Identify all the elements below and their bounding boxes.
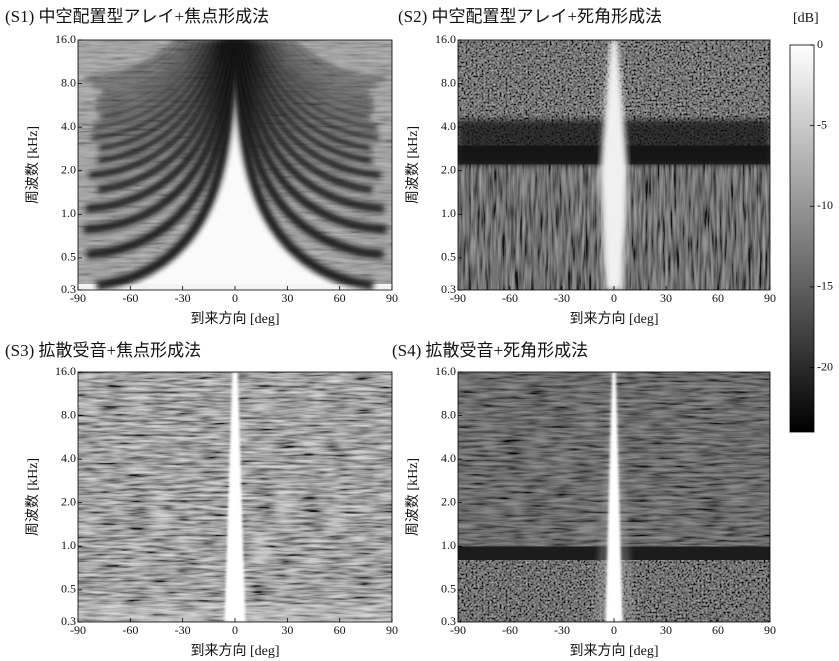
y-tick-label: 4.0 [441,119,456,133]
x-tick-label: -30 [554,623,570,637]
y-tick-label: 2.0 [61,494,76,508]
x-tick-label: -60 [502,291,518,305]
x-tick-label: 0 [611,623,617,637]
y-tick-label: 1.0 [441,206,456,220]
x-axis-label: 到来方向 [deg] [569,643,658,659]
heatmap [78,372,392,622]
y-tick-label: 2.0 [441,162,456,176]
colorbar-tick-label: -20 [817,359,833,373]
x-tick-label: 90 [386,623,398,637]
y-tick-label: 0.3 [61,614,76,628]
x-tick-label: 90 [764,623,776,637]
y-axis-label: 周波数 [kHz] [25,458,41,536]
y-tick-label: 8.0 [61,75,76,89]
y-tick-label: 4.0 [61,451,76,465]
x-tick-label: 90 [386,291,398,305]
figure: (S1) 中空配置型アレイ+焦点形成法-90-60-3003060900.30.… [0,0,839,661]
y-tick-label: 8.0 [61,407,76,421]
y-tick-label: 1.0 [61,538,76,552]
colorbar-tick-label: 0 [817,37,823,51]
y-tick-label: 16.0 [435,364,456,378]
x-tick-label: -30 [554,291,570,305]
y-tick-label: 0.3 [441,614,456,628]
y-axis-label: 周波数 [kHz] [25,126,41,204]
x-tick-label: -60 [122,623,138,637]
x-tick-label: 60 [334,623,346,637]
chart-title: (S3) 拡散受音+焦点形成法 [5,341,201,360]
chart-title: (S4) 拡散受音+死角形成法 [392,341,588,360]
y-tick-label: 0.5 [61,582,76,596]
y-tick-label: 0.5 [441,250,456,264]
y-tick-label: 4.0 [61,119,76,133]
x-tick-label: 90 [764,291,776,305]
x-tick-label: 30 [660,623,672,637]
x-tick-label: -30 [175,291,191,305]
x-axis-label: 到来方向 [deg] [569,311,658,327]
x-tick-label: 60 [712,291,724,305]
y-tick-label: 2.0 [441,494,456,508]
x-tick-label: 0 [232,623,238,637]
x-tick-label: 30 [281,623,293,637]
colorbar-tick-label: -5 [817,117,827,131]
x-tick-label: 60 [712,623,724,637]
y-tick-label: 16.0 [435,32,456,46]
y-tick-label: 0.3 [61,282,76,296]
y-tick-label: 4.0 [441,451,456,465]
colorbar: [dB] 0 -5 -10 -15 -20 [790,11,833,432]
chart-title: (S2) 中空配置型アレイ+死角形成法 [398,7,662,26]
x-tick-label: 30 [660,291,672,305]
x-tick-label: -60 [502,623,518,637]
colorbar-label: [dB] [793,11,819,26]
y-axis-label: 周波数 [kHz] [405,458,421,536]
colorbar-tick-label: -15 [817,279,833,293]
x-tick-label: 0 [232,291,238,305]
colorbar-scale [790,45,814,432]
x-axis-label: 到来方向 [deg] [190,311,279,327]
x-axis-label: 到来方向 [deg] [190,643,279,659]
y-tick-label: 8.0 [441,407,456,421]
y-tick-label: 1.0 [441,538,456,552]
x-tick-label: -30 [175,623,191,637]
y-tick-label: 2.0 [61,162,76,176]
colorbar-tick-label: -10 [817,198,833,212]
y-axis-label: 周波数 [kHz] [405,126,421,204]
y-tick-label: 1.0 [61,206,76,220]
x-tick-label: -60 [122,291,138,305]
x-tick-label: 0 [611,291,617,305]
chart-title: (S1) 中空配置型アレイ+焦点形成法 [5,7,269,26]
y-tick-label: 16.0 [55,32,76,46]
y-tick-label: 8.0 [441,75,456,89]
x-tick-label: 30 [281,291,293,305]
heatmap [458,40,770,290]
panel: (S3) 拡散受音+焦点形成法-90-60-3003060900.30.51.0… [5,341,398,659]
y-tick-label: 16.0 [55,364,76,378]
y-tick-label: 0.5 [441,582,456,596]
x-tick-label: 60 [334,291,346,305]
heatmap [78,40,392,290]
y-tick-label: 0.3 [441,282,456,296]
heatmap [458,372,770,622]
y-tick-label: 0.5 [61,250,76,264]
